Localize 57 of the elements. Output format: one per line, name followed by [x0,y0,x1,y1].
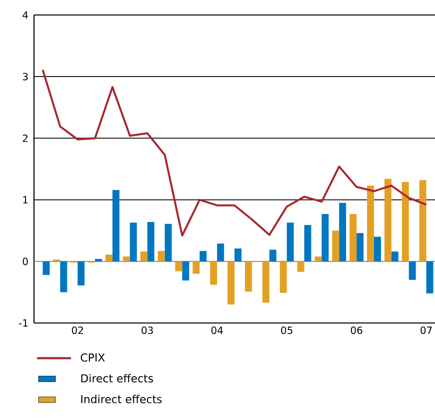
bar [95,258,102,262]
y-tick-label: 1 [23,196,28,204]
bar [356,233,364,262]
bar [402,182,409,262]
bar [200,250,207,262]
bar [175,261,182,272]
bar [105,254,112,262]
bar [426,261,434,294]
bar [140,252,148,262]
x-tick-label: 03 [142,326,153,334]
bar [332,230,340,262]
bar [217,244,224,262]
bar [339,202,346,262]
bar [304,225,312,262]
bar [314,256,322,262]
line-series [42,68,428,237]
legend-label: Indirect effects [81,394,162,404]
x-tick-label: 02 [72,326,83,334]
bar [384,178,392,262]
bar [122,256,130,262]
bar [374,236,381,262]
y-tick-label: 0 [22,258,28,266]
bar [60,261,68,292]
bar [112,190,120,262]
bar [228,261,235,305]
bar [322,214,329,262]
bar [286,222,294,262]
x-tick-label: 06 [350,326,362,334]
bar [158,250,165,262]
bar [42,261,50,275]
x-tick-label: 07 [420,326,432,334]
bar [408,261,416,280]
bar [147,222,154,262]
x-tick-label: 05 [281,326,292,334]
y-tick-label: 4 [22,11,28,19]
y-tick-label: -1 [19,319,28,327]
bar [182,261,190,280]
bar [262,261,270,303]
y-tick-label: 2 [22,134,28,142]
bar [280,261,287,293]
bar [130,222,137,262]
legend-label: Direct effects [81,374,153,382]
bar [164,224,172,262]
bar [192,261,200,274]
bar [419,180,426,262]
bar [244,261,252,292]
bar [78,261,85,286]
bar [210,261,218,285]
y-tick-label: 3 [22,72,28,80]
x-tick-label: 04 [211,326,223,334]
bar [269,250,276,262]
bar [367,186,374,262]
bar [391,252,398,262]
legend-label: CPIX [80,353,105,362]
bar [297,261,304,272]
bar [234,248,242,262]
bar [350,214,357,262]
